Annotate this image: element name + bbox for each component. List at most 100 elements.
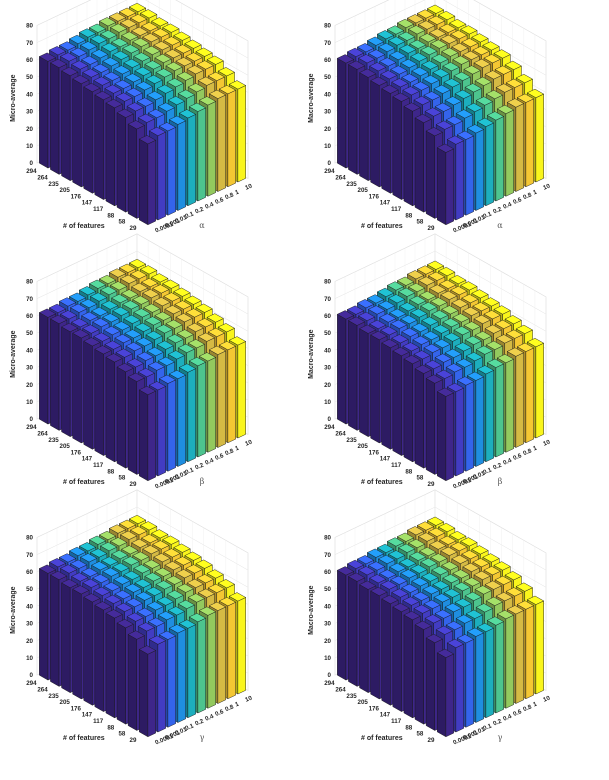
x-tick-label: 235 <box>48 693 59 700</box>
x-axis-label: # of features <box>63 479 105 486</box>
z-tick-label: 50 <box>26 74 33 81</box>
z-tick-label: 80 <box>26 23 33 30</box>
y-tick-label: 1 <box>532 700 538 708</box>
y-tick-label: 0.6 <box>512 452 523 462</box>
x-tick-label: 205 <box>358 187 369 194</box>
z-tick-label: 70 <box>324 40 331 47</box>
y-tick-label: 0.4 <box>502 457 513 467</box>
x-tick-label: 205 <box>358 699 369 706</box>
y-tick-label: 10 <box>244 694 254 703</box>
z-axis-label: Micro-average <box>10 330 17 378</box>
x-tick-label: 205 <box>358 443 369 450</box>
x-tick-label: 235 <box>48 437 59 444</box>
y-tick-label: 0.2 <box>194 462 205 472</box>
x-tick-label: 88 <box>107 724 114 731</box>
x-tick-label: 176 <box>369 193 380 200</box>
x-tick-label: 147 <box>380 456 391 463</box>
z-tick-label: 50 <box>324 330 331 337</box>
z-tick-label: 0 <box>328 160 332 167</box>
z-tick-label: 50 <box>26 586 33 593</box>
y-tick-label: 0.4 <box>502 201 513 211</box>
z-tick-label: 60 <box>26 313 33 320</box>
y-tick-label: 0.01 <box>472 214 486 225</box>
z-tick-label: 20 <box>324 638 331 645</box>
x-tick-label: 264 <box>335 686 346 693</box>
y-axis-label: β <box>498 477 503 486</box>
y-axis-label: α <box>497 221 503 230</box>
x-tick-label: 88 <box>107 212 114 219</box>
x-tick-label: 264 <box>37 430 48 437</box>
x-tick-label: 117 <box>391 206 402 213</box>
y-tick-label: 0.8 <box>522 703 533 713</box>
x-tick-label: 235 <box>346 437 357 444</box>
y-tick-label: 0.6 <box>512 196 523 206</box>
y-tick-label: 0.01 <box>174 470 188 481</box>
z-axis: 0 10 20 30 40 50 60 70 80 Micro-average <box>10 279 34 424</box>
z-axis-label: Macro-average <box>308 329 315 379</box>
z-tick-label: 10 <box>26 399 33 406</box>
x-tick-label: 176 <box>369 449 380 456</box>
z-tick-label: 70 <box>324 552 331 559</box>
z-tick-label: 0 <box>30 160 34 167</box>
x-tick-label: 29 <box>130 225 137 232</box>
y-tick-label: 0.6 <box>214 196 225 206</box>
y-tick-label: 0.4 <box>204 201 215 211</box>
x-tick-label: 205 <box>60 187 71 194</box>
x-tick-label: 29 <box>428 481 435 488</box>
y-tick-label: 0.2 <box>194 206 205 216</box>
x-tick-label: 29 <box>428 737 435 744</box>
x-tick-label: 58 <box>118 731 125 738</box>
z-tick-label: 30 <box>26 365 33 372</box>
x-tick-label: 294 <box>324 424 335 431</box>
y-tick-label: 10 <box>542 182 552 191</box>
y-tick-label: 0.6 <box>512 708 523 718</box>
z-tick-label: 20 <box>26 638 33 645</box>
z-tick-label: 30 <box>324 365 331 372</box>
x-tick-label: 29 <box>130 481 137 488</box>
x-tick-label: 264 <box>37 174 48 181</box>
x-tick-label: 294 <box>324 168 335 175</box>
bars <box>38 2 247 226</box>
z-tick-label: 10 <box>324 143 331 150</box>
x-tick-label: 294 <box>26 168 37 175</box>
y-tick-label: 10 <box>244 438 254 447</box>
z-axis: 0 10 20 30 40 50 60 70 80 Micro-average <box>10 535 34 680</box>
x-tick-label: 29 <box>130 737 137 744</box>
bar-29-0.0001 <box>138 645 157 738</box>
y-tick-label: 0.8 <box>224 703 235 713</box>
x-tick-label: 58 <box>118 475 125 482</box>
x-tick-label: 294 <box>26 424 37 431</box>
x-tick-label: 205 <box>60 699 71 706</box>
y-tick-label: 0.1 <box>482 210 493 220</box>
z-tick-label: 0 <box>328 672 332 679</box>
bars <box>336 260 545 482</box>
y-tick-label: 0.01 <box>472 470 486 481</box>
x-tick-label: 235 <box>346 693 357 700</box>
z-tick-label: 50 <box>324 586 331 593</box>
y-tick-label: 1 <box>234 700 240 708</box>
x-tick-label: 235 <box>346 181 357 188</box>
y-tick-label: 10 <box>542 694 552 703</box>
z-tick-label: 40 <box>324 603 331 610</box>
z-tick-label: 60 <box>26 57 33 64</box>
z-tick-label: 70 <box>26 40 33 47</box>
z-tick-label: 80 <box>324 535 331 542</box>
y-tick-label: 0.6 <box>214 452 225 462</box>
y-tick-label: 0.2 <box>492 206 503 216</box>
z-tick-label: 40 <box>324 91 331 98</box>
y-axis-label: γ <box>200 733 205 742</box>
z-tick-label: 80 <box>324 279 331 286</box>
y-tick-label: 10 <box>542 438 552 447</box>
y-axis-label: β <box>200 477 205 486</box>
chart-panel-4: 01020304050607080Macro-average2942642352… <box>308 233 552 490</box>
z-tick-label: 20 <box>26 126 33 133</box>
x-tick-label: 176 <box>71 449 82 456</box>
x-tick-label: 294 <box>26 680 37 687</box>
bar-29-0.0001 <box>138 135 157 226</box>
